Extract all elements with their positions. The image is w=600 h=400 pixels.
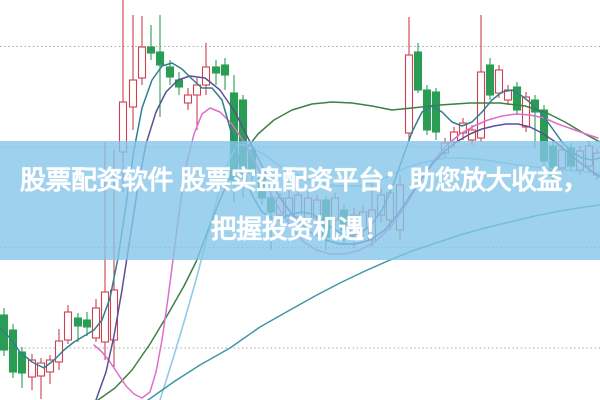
candle-body (137, 46, 147, 79)
promo-banner: 股票配资软件 股票实盘配资平台：助您放大收益， 把握投资机遇！ (0, 141, 600, 260)
candle-body (476, 71, 486, 139)
candle-body (201, 66, 211, 86)
candle-body (220, 64, 230, 76)
candle-body (73, 317, 83, 327)
candle-body (413, 51, 423, 91)
candle-body (17, 351, 27, 374)
candle-body (128, 79, 138, 108)
candle-body (82, 319, 92, 328)
candle-body (485, 64, 495, 96)
candle-body (165, 66, 175, 78)
candle-body (27, 359, 37, 378)
candle-body (183, 94, 193, 104)
candle-body (494, 69, 504, 94)
candle-body (521, 96, 531, 128)
candle-body (146, 46, 156, 54)
candle-body (211, 66, 221, 74)
candle-body (512, 86, 522, 111)
candle-body (404, 54, 414, 134)
candle-body (63, 311, 73, 341)
candle-body (192, 84, 202, 96)
candle-body (91, 307, 101, 339)
candle-body (431, 91, 441, 133)
candle-body (155, 51, 165, 66)
ma-dark-green (97, 101, 600, 400)
banner-title-line1: 股票配资软件 股票实盘配资平台：助您放大收益， (20, 165, 588, 195)
candle-body (422, 89, 432, 131)
candle-body (100, 291, 110, 343)
candle-body (8, 329, 18, 373)
candle-body (36, 362, 46, 377)
banner-title-line2: 把握投资机遇！ (210, 214, 390, 244)
candle-body (503, 89, 513, 101)
